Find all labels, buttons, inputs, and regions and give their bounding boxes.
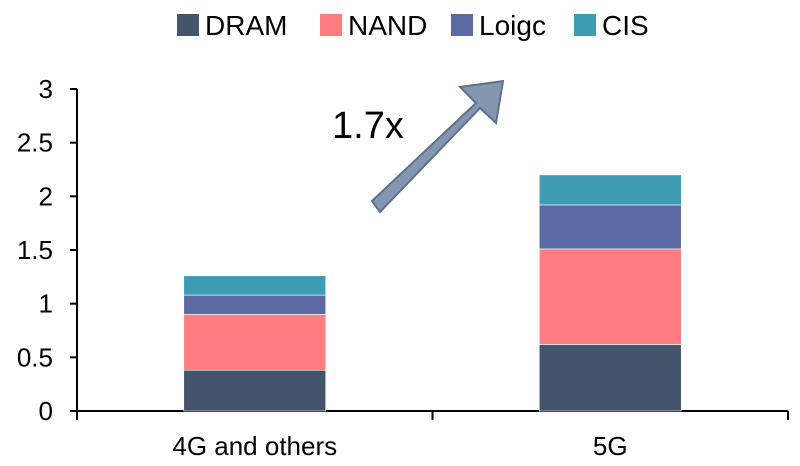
y-axis: 0 0.5 1 1.5 2 2.5 3 xyxy=(17,74,78,426)
x-axis: 4G and others 5G xyxy=(76,410,789,461)
bar-segment-dram xyxy=(538,344,682,412)
legend-label-dram: DRAM xyxy=(205,10,287,41)
y-tick-label: 1 xyxy=(39,289,53,319)
legend-swatch-dram xyxy=(177,14,199,36)
bar-segment-loigc xyxy=(183,294,327,315)
growth-annotation: 1.7x xyxy=(332,79,505,214)
legend: DRAM NAND Loigc CIS xyxy=(177,10,649,41)
y-tick-label: 0.5 xyxy=(17,342,53,372)
bar-segment-cis xyxy=(538,174,682,206)
bar-segment-nand xyxy=(183,314,327,371)
bar-segment-nand xyxy=(538,248,682,345)
y-tick-label: 1.5 xyxy=(17,235,53,265)
y-tick-label: 0 xyxy=(39,396,53,426)
legend-swatch-loigc xyxy=(451,14,473,36)
bar-segment-cis xyxy=(183,275,327,296)
y-tick-label: 2.5 xyxy=(17,128,53,158)
y-tick-label: 2 xyxy=(39,181,53,211)
bars xyxy=(183,174,682,412)
x-category-label: 5G xyxy=(593,431,628,461)
bar-segment-loigc xyxy=(538,204,682,250)
legend-label-cis: CIS xyxy=(602,10,649,41)
y-tick-label: 3 xyxy=(39,74,53,104)
x-category-label: 4G and others xyxy=(172,431,337,461)
legend-swatch-nand xyxy=(320,14,342,36)
bar-segment-dram xyxy=(183,369,327,412)
growth-arrow-icon xyxy=(370,79,505,214)
growth-label: 1.7x xyxy=(332,105,404,147)
legend-label-loigc: Loigc xyxy=(479,10,546,41)
legend-label-nand: NAND xyxy=(348,10,427,41)
legend-swatch-cis xyxy=(574,14,596,36)
